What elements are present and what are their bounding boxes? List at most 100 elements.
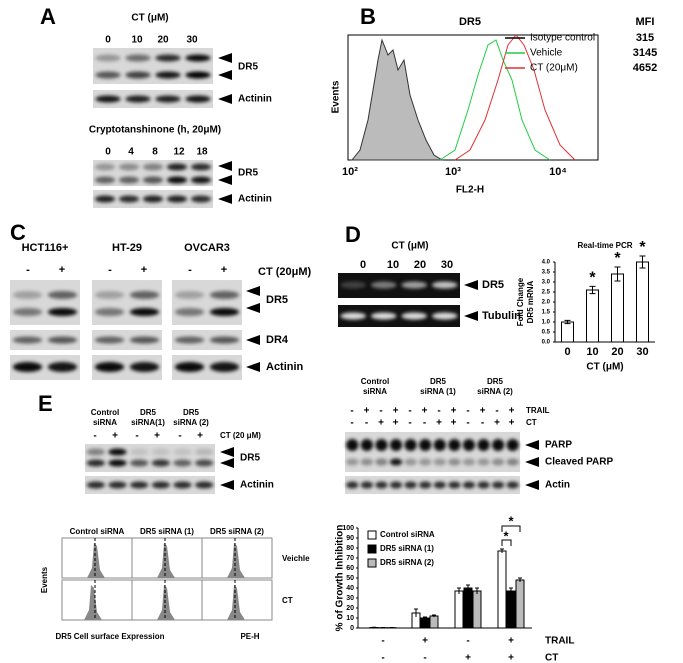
band: [375, 458, 388, 466]
arrow: [246, 362, 260, 372]
bar: [506, 590, 516, 629]
column-label: DR5: [183, 408, 200, 417]
panel-label: E: [38, 391, 53, 416]
sign: -: [408, 418, 411, 429]
band-label: Actinin: [238, 194, 272, 205]
error-bar: [475, 587, 479, 594]
band: [129, 362, 160, 372]
sign: +: [197, 431, 203, 442]
histogram: [227, 585, 245, 620]
arrow: [220, 480, 234, 490]
sign: +: [451, 418, 457, 429]
plot-title: DR5: [459, 16, 481, 28]
error-bar: [372, 626, 376, 628]
sign: +: [422, 406, 428, 417]
panel-label: B: [360, 4, 376, 29]
band: [155, 95, 181, 103]
band: [360, 439, 373, 451]
band: [370, 281, 397, 289]
y-tick-label: 100: [342, 525, 354, 532]
sign: +: [141, 264, 147, 276]
arrow: [464, 280, 478, 290]
band-label: Actinin: [266, 361, 304, 373]
error-bar: [564, 319, 571, 325]
sign: -: [93, 431, 96, 442]
mfi-value: 315: [636, 32, 654, 44]
band: [118, 195, 140, 203]
band: [360, 458, 373, 466]
cell-line: OVCAR3: [184, 242, 230, 254]
y-tick-label: 0.0: [542, 340, 551, 346]
chart-title: Real-time PCR: [577, 241, 632, 250]
band: [433, 439, 446, 451]
band: [448, 458, 461, 466]
blot: [93, 90, 213, 108]
sign: -: [381, 653, 384, 663]
axis-label: % of Growth Inhibition: [335, 525, 346, 632]
band: [195, 459, 214, 467]
sign: -: [188, 264, 192, 276]
sign: +: [378, 418, 384, 429]
band: [142, 176, 164, 184]
band: [94, 308, 125, 316]
band: [129, 308, 160, 316]
y-tick-label: 1.0: [542, 320, 551, 326]
band: [185, 54, 211, 62]
band: [155, 71, 181, 79]
time: 12: [173, 147, 185, 158]
band: [94, 291, 125, 299]
arrow: [218, 70, 232, 80]
blot: [93, 48, 213, 84]
y-tick-label: 70: [346, 555, 354, 562]
time: 4: [128, 147, 134, 158]
sign: -: [423, 418, 426, 429]
mfi-value: 4652: [633, 62, 657, 74]
legend-swatch: [367, 544, 377, 554]
y-tick-label: 3.5: [542, 270, 551, 276]
band: [174, 291, 205, 299]
ct-histogram: [454, 34, 576, 161]
column-label: DR5: [140, 408, 157, 417]
time: 0: [105, 147, 111, 158]
blot: [92, 280, 162, 325]
dose: 30: [441, 259, 453, 271]
band: [477, 481, 490, 489]
sign: -: [437, 406, 440, 417]
band: [173, 459, 192, 467]
bar: [454, 590, 464, 629]
sign: +: [508, 636, 514, 647]
band: [448, 481, 461, 489]
histogram: [157, 543, 175, 578]
band: [462, 481, 476, 489]
column-label: siRNA (2): [173, 418, 209, 427]
band: [506, 458, 519, 466]
legend-label: Isotype control: [530, 33, 595, 44]
band: [108, 481, 127, 489]
significance: *: [639, 239, 646, 256]
band: [370, 312, 397, 320]
x-tick-label: 10: [586, 346, 598, 358]
x-tick-label: 10⁴: [549, 166, 567, 178]
sign: +: [221, 264, 227, 276]
band: [12, 291, 43, 299]
sign: +: [509, 418, 515, 429]
column-label: siRNA: [93, 418, 117, 427]
bar: [561, 321, 574, 343]
arrow: [220, 447, 234, 457]
band: [129, 336, 160, 344]
histogram: [227, 543, 245, 578]
column-label: DR5: [430, 377, 447, 386]
significance: *: [508, 513, 514, 528]
sign: +: [393, 406, 399, 417]
band: [477, 458, 490, 466]
bar: [497, 550, 507, 629]
band-label: DR5: [482, 279, 504, 291]
significance: *: [503, 528, 509, 543]
blot: [10, 330, 80, 350]
row-label: TRAIL: [545, 636, 574, 647]
band: [401, 312, 428, 320]
axis-label: Events: [331, 80, 342, 113]
band: [174, 362, 205, 372]
sign: +: [436, 418, 442, 429]
column-label: Control: [91, 408, 119, 417]
